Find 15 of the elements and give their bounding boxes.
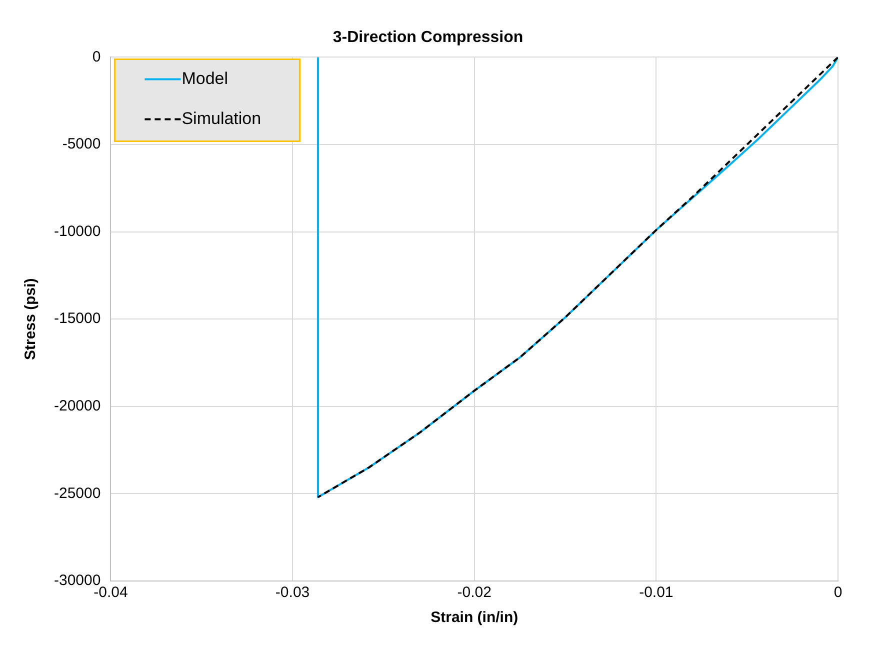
y-tick-label: -25000 bbox=[54, 484, 101, 502]
y-tick-label: -5000 bbox=[62, 136, 101, 153]
y-tick-label: -15000 bbox=[54, 310, 101, 328]
x-tick-label: -0.01 bbox=[639, 584, 674, 602]
chart-title: 3-Direction Compression bbox=[332, 29, 524, 46]
x-tick-label: -0.03 bbox=[275, 584, 310, 602]
x-tick-label: 0 bbox=[834, 584, 842, 602]
y-axis-title: Stress (psi) bbox=[22, 278, 40, 360]
y-tick-label: -10000 bbox=[54, 222, 101, 240]
y-tick-label: -20000 bbox=[54, 398, 101, 415]
legend-label: Simulation bbox=[182, 108, 262, 128]
y-tick-label: 0 bbox=[92, 48, 101, 66]
x-axis-title: Strain (in/in) bbox=[430, 609, 518, 626]
x-tick-label: -0.02 bbox=[457, 584, 492, 602]
legend-label: Model bbox=[182, 68, 228, 88]
